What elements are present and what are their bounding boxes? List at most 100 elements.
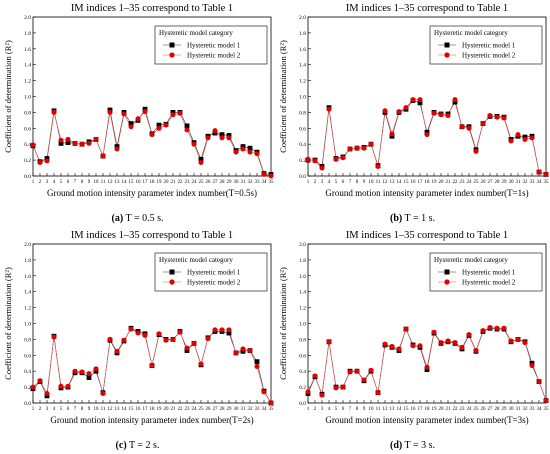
chart-a-ytick-label: 1.8	[24, 31, 31, 37]
chart-d-xtick-label: 35	[544, 407, 550, 412]
chart-c-series-2-point	[79, 369, 85, 375]
chart-b-series-2-point	[319, 165, 325, 171]
chart-b-xtick-label: 2	[314, 180, 317, 185]
chart-a-ytick-label: 2.0	[24, 15, 31, 21]
chart-c-xtick-label: 18	[150, 407, 156, 412]
chart-a-series-2-point	[198, 159, 204, 165]
chart-c-series-2-point	[156, 331, 162, 337]
chart-a-series-2-point	[226, 135, 232, 141]
chart-c-xtick-label: 31	[241, 407, 247, 412]
chart-c-series-1-point	[86, 375, 92, 380]
chart-b-legend-box	[429, 25, 543, 65]
chart-a-series-2-point	[142, 109, 148, 115]
chart-a-series-2-point	[107, 109, 113, 115]
chart-b-xtick-label: 21	[446, 180, 452, 185]
chart-c-ytick-label: 2.0	[24, 242, 31, 248]
chart-c-xtick-label: 30	[234, 407, 240, 412]
chart-c-series-2-point	[184, 345, 190, 351]
chart-a-xtick-label: 24	[192, 180, 198, 185]
chart-a-xtick-label: 9	[88, 180, 91, 185]
chart-c-legend-marker-1	[169, 269, 175, 275]
chart-b-xtick-label: 1	[307, 180, 310, 185]
chart-a-series-1-point	[128, 121, 134, 126]
chart-b-xtick-label: 10	[369, 180, 375, 185]
chart-a-ytick-label: 0.2	[24, 158, 31, 164]
chart-a-series-2-point	[254, 151, 260, 157]
chart-d-ytick-label: 0.0	[299, 401, 306, 407]
chart-d-series-2-point	[417, 343, 423, 349]
chart-b-series-2-point	[375, 163, 381, 169]
chart-b-series-2-point	[305, 156, 311, 162]
chart-c-ytick-label: 0.6	[24, 353, 31, 359]
chart-b-xtick-label: 26	[481, 180, 487, 185]
chart-b-series-1-point	[417, 100, 423, 106]
chart-d-series-2-point	[515, 336, 521, 342]
chart-b-xtick-label: 19	[432, 180, 438, 185]
chart-c-xtick-label: 15	[129, 407, 135, 412]
caption-b-text: T = 1 s.	[404, 213, 436, 224]
chart-a-series-2-point	[149, 132, 155, 138]
chart-d-xtick-label: 17	[418, 407, 424, 412]
chart-a-legend-label-1: Hysteretic model 1	[187, 42, 241, 50]
chart-d-series-2-line	[307, 327, 547, 401]
chart-b-xtick-label: 16	[411, 180, 417, 185]
chart-c-series-2-point	[30, 384, 36, 390]
chart-d-series-2-point	[382, 341, 388, 347]
chart-d-xtick-label: 15	[404, 407, 410, 412]
chart-b-series-2-point	[536, 169, 542, 175]
chart-b-series-2-point	[312, 158, 318, 164]
chart-b-xtick-label: 8	[356, 180, 359, 185]
chart-b-series-2-point	[438, 112, 444, 118]
chart-c-xtick-label: 27	[213, 407, 219, 412]
chart-c-xtick-label: 19	[157, 407, 163, 412]
chart-b-xtick-label: 31	[516, 180, 522, 185]
chart-a-xtick-label: 34	[262, 180, 268, 185]
chart-a-series-2-point	[135, 116, 141, 122]
chart-c-xtick-label: 3	[46, 407, 49, 412]
chart-panel-a: IM indices 1–35 correspond to Table 1 0.0…	[0, 0, 275, 227]
chart-b-xtick-label: 32	[523, 180, 529, 185]
chart-b-xtick-label: 4	[328, 180, 331, 185]
chart-c-series-2-point	[107, 336, 113, 342]
chart-c-title: IM indices 1–35 correspond to Table 1	[71, 230, 233, 241]
chart-a-series-2-point	[51, 109, 57, 115]
caption-c-label: (c)	[115, 440, 127, 451]
chart-c-ytick-label: 0.8	[24, 337, 31, 343]
chart-c-ytick-label: 1.0	[24, 322, 31, 328]
chart-d-series-2-point	[368, 367, 374, 373]
chart-a-xtick-label: 13	[115, 180, 121, 185]
chart-a-ylabel: Coefficient of determination (R²)	[3, 40, 13, 153]
chart-d-xtick-label: 19	[432, 407, 438, 412]
chart-b-legend-marker-2	[444, 52, 450, 58]
chart-c-series-2-point	[58, 383, 64, 389]
chart-d-xtick-label: 21	[446, 407, 452, 412]
chart-d-xtick-label: 25	[474, 407, 480, 412]
chart-b-xtick-label: 35	[544, 180, 550, 185]
chart-b-series-2-point	[347, 146, 353, 152]
chart-c-xtick-label: 16	[136, 407, 142, 412]
chart-d-series-2-point	[494, 325, 500, 331]
chart-b-xtick-label: 5	[335, 180, 338, 185]
chart-d-ytick-label: 1.2	[299, 306, 306, 312]
chart-c-xtick-label: 29	[227, 407, 233, 412]
chart-a-series-2-point	[163, 122, 169, 128]
chart-b-series-2-point	[529, 135, 535, 141]
chart-a-xtick-label: 33	[255, 180, 261, 185]
chart-d-series-2-point	[305, 389, 311, 395]
chart-a-xtick-label: 20	[164, 180, 170, 185]
chart-a-xtick-label: 31	[241, 180, 247, 185]
chart-d-series-2-point	[319, 392, 325, 398]
chart-d-ytick-label: 1.0	[299, 322, 306, 328]
chart-a-xtick-label: 32	[248, 180, 254, 185]
chart-a-xtick-label: 21	[171, 180, 177, 185]
caption-c: (c) T = 2 s.	[0, 440, 275, 451]
chart-a-legend-label-2: Hysteretic model 2	[187, 52, 241, 60]
chart-d-series-2-point	[333, 385, 339, 391]
chart-a-xtick-label: 35	[269, 180, 275, 185]
chart-d-series-2-point	[403, 326, 409, 332]
chart-a-xtick-label: 14	[122, 180, 128, 185]
chart-d-xtick-label: 1	[307, 407, 310, 412]
chart-b-xtick-label: 18	[425, 180, 431, 185]
chart-c-xtick-label: 26	[206, 407, 212, 412]
chart-d-ylabel: Coefficient of determination (R²)	[278, 267, 288, 380]
